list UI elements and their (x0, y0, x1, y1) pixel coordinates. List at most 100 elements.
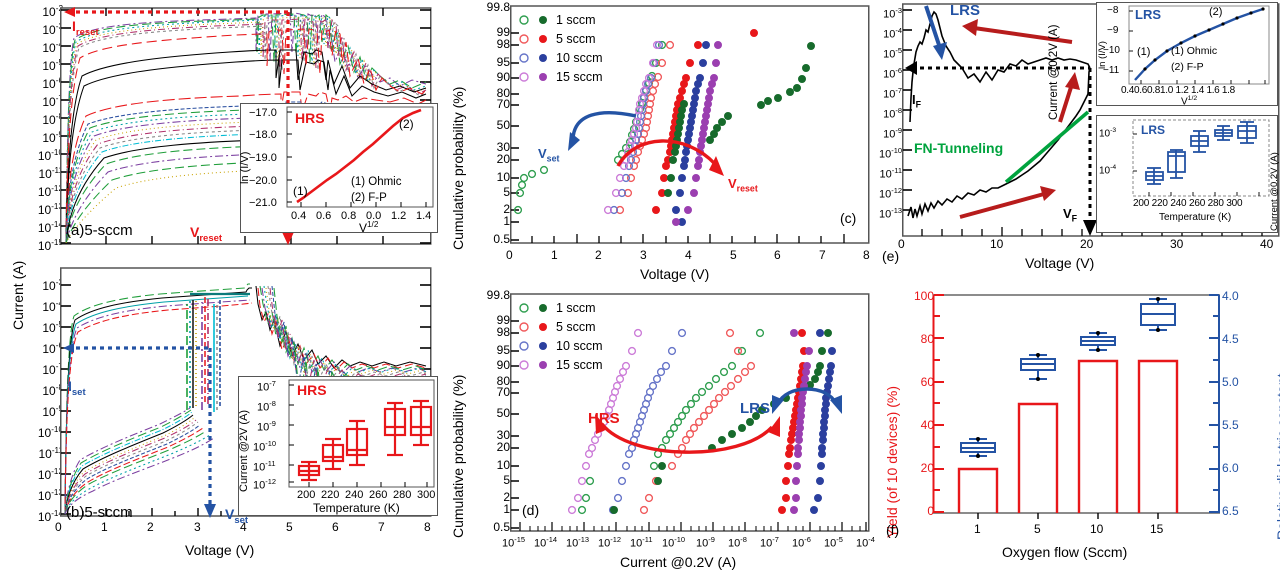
panel-a-inset-xlabel: V1/2 (359, 220, 379, 235)
panel-e-tag: (e) (882, 248, 900, 264)
panel-b-inset-title: HRS (297, 382, 327, 398)
panel-a-inset-plot (286, 106, 434, 208)
legend-label: 5 sccm (556, 319, 596, 334)
legend-label: 1 sccm (556, 12, 596, 27)
panel-c-vset-arrow (571, 111, 637, 140)
legend-label: 1 sccm (556, 300, 596, 315)
legend-label: 5 sccm (556, 31, 596, 46)
panel-e-inset-bottom: 10-3 10-4 LRS 200 220 240 260 280 300 Te… (1096, 115, 1280, 233)
legend-label: 10 sccm (556, 338, 603, 353)
panel-c-legend: 1 sccm 5 sccm 10 sccm 15 sccm (518, 10, 603, 86)
legend-item-15sccm: 15 sccm (518, 67, 603, 86)
panel-c: Cumulative probability (%) 99.8 99 98 95… (440, 0, 880, 282)
panel-a-inset-legend-2: (2) F-P (351, 192, 387, 204)
panel-e-red-arrow-mid (1058, 83, 1074, 123)
legend-label: 15 sccm (556, 357, 603, 372)
panel-b-inset-xlabel: Temperature (K) (313, 501, 400, 515)
panel-c-vset-label: Vset (538, 146, 560, 164)
panel-c-tag: (c) (840, 210, 857, 226)
panel-e-right-axis-label: Current @0.2V (A) (1048, 24, 1060, 120)
panel-e-if-marker (905, 61, 1090, 75)
panel-d-legend: 1 sccm 5 sccm 10 sccm 15 sccm (518, 298, 603, 374)
panel-a: Current (A) 10-2 10-3 10-4 10-5 10-6 10-… (0, 0, 440, 330)
panel-c-vreset-arrow (616, 139, 717, 167)
panel-e-inset-top-title: LRS (1135, 7, 1161, 22)
panel-f-tag: (f) (886, 522, 900, 538)
panel-e-lrs-label: LRS (950, 2, 980, 19)
panel-d-tag: (d) (522, 502, 540, 518)
panel-e: 10-3 10-4 10-5 10-6 10-7 10-8 10-9 10-10… (879, 0, 1280, 285)
panel-f: Yield (of 10 devices) (%) Relative diele… (880, 288, 1280, 573)
panel-e-vf-marker (1083, 68, 1097, 236)
panel-b-vset-label: Vset (225, 506, 249, 526)
panel-f-ytick-labels-left: 100 80 60 40 20 0 (913, 289, 934, 518)
panel-a-ireset-label: Ireset (72, 18, 99, 38)
panel-b-inset-plot (288, 379, 435, 488)
panel-e-inset-top-plot (1128, 5, 1270, 85)
panel-e-if-label: IF (912, 92, 922, 110)
panel-e-inset-bottom-xticks: 200 220 240 260 280 300 (1133, 198, 1243, 209)
panel-e-inset-top-ylabel: ln (I/V) (1097, 41, 1108, 69)
panel-a-inset-region1: (1) (293, 184, 308, 198)
panel-e-inset-top-legend-2: (2) F-P (1171, 61, 1204, 73)
panel-a-inset-title: HRS (295, 110, 325, 126)
panel-f-ytick-labels-right: 4.0 4.5 5.0 5.5 6.0 6.5 (1222, 289, 1239, 518)
panel-b: 10-3 10-4 10-5 10-6 10-7 10-8 10-9 10-10… (0, 248, 440, 573)
legend-item-5sccm: 5 sccm (518, 317, 603, 336)
panel-c-plot (510, 5, 870, 244)
panel-e-xlabel: Voltage (V) (1025, 255, 1095, 271)
panel-d-ytick-labels: 99.8 99 98 95 90 80 70 50 30 20 10 5 2 1… (486, 288, 510, 534)
panel-e-red-arrow-top (973, 26, 1073, 44)
panel-b-ytick-labels: 10-3 10-4 10-5 10-6 10-7 10-8 10-9 10-10… (37, 278, 63, 524)
panel-e-inset-bottom-title: LRS (1141, 123, 1165, 137)
panel-f-ylabel-right: Relative dielectric constant (1274, 373, 1280, 540)
panel-e-fn-label: FN-Tunneling (914, 140, 1004, 156)
panel-b-tag: (b)5-sccm (66, 504, 133, 521)
legend-item-1sccm: 1 sccm (518, 10, 603, 29)
panel-a-inset-legend-1: (1) Ohmic (351, 176, 402, 188)
panel-e-ytick-labels: 10-3 10-4 10-5 10-6 10-7 10-8 10-9 10-10… (878, 6, 902, 221)
panel-d: Cumulative probability (%) 99.8 99 98 95… (440, 288, 880, 573)
legend-label: 15 sccm (556, 69, 603, 84)
panel-e-vf-label: VF (1063, 206, 1078, 224)
panel-a-ireset-marker (64, 7, 288, 17)
panel-c-ytick-labels: 99.8 99 98 95 90 80 70 50 30 20 10 5 2 1… (486, 0, 510, 246)
panel-a-tag: (a)5-sccm (66, 222, 133, 239)
panel-f-bars (957, 359, 1179, 513)
legend-item-15sccm: 15 sccm (518, 355, 603, 374)
panel-b-vset-marker (204, 348, 216, 518)
legend-label: 10 sccm (556, 50, 603, 65)
panel-b-iset-label: Iset (68, 378, 86, 398)
panel-e-fn-fit (1004, 110, 1090, 184)
panel-f-xlabel: Oxygen flow (Sccm) (1002, 544, 1128, 560)
panel-e-inset-bottom-xlabel: Temperature (K) (1159, 212, 1232, 223)
panel-a-vreset-label: Vreset (190, 224, 223, 244)
panel-b-iset-marker (63, 343, 210, 353)
panel-b-inset: 10-7 10-8 10-9 10-10 10-11 10-12 200 220… (238, 376, 438, 516)
panel-c-vreset-label: Vreset (728, 176, 758, 194)
legend-item-5sccm: 5 sccm (518, 29, 603, 48)
panel-e-inset-top-region2: (2) (1209, 6, 1223, 18)
panel-e-inset-bottom-ylabel: Current @0.2V (A) (1269, 152, 1280, 231)
legend-item-10sccm: 10 sccm (518, 336, 603, 355)
panel-d-hrs-label: HRS (588, 410, 620, 427)
panel-e-inset-top-xlabel: V1/2 (1181, 95, 1198, 108)
panel-e-inset-top: −8 −9 −10 −11 ln (I/V) LRS (2) (1) (1) O… (1096, 2, 1278, 108)
panel-a-inset-region2: (2) (399, 117, 414, 131)
panel-d-lrs-label: LRS (740, 400, 770, 417)
legend-item-1sccm: 1 sccm (518, 298, 603, 317)
panel-e-inset-bottom-plot (1132, 119, 1270, 197)
panel-a-inset: −17.0 −18.0 −19.0 −20.0 −21.0 0.4 0.6 0.… (239, 103, 438, 235)
panel-b-xlabel: Voltage (V) (185, 542, 255, 558)
panel-d-xlabel: Current @0.2V (A) (620, 554, 737, 570)
panel-d-plot (510, 293, 870, 532)
panel-f-plot (932, 294, 1220, 519)
panel-e-inset-top-xticks: 0.40.60.81.0 1.2 1.4 1.6 1.8 (1121, 85, 1235, 96)
panel-c-xlabel: Voltage (V) (640, 266, 710, 282)
legend-item-10sccm: 10 sccm (518, 48, 603, 67)
panel-a-ytick-labels: 10-2 10-3 10-4 10-5 10-6 10-7 10-8 10-9 … (37, 4, 63, 253)
panel-e-inset-top-region1: (1) (1137, 46, 1151, 58)
panel-f-boxplots (960, 298, 1176, 457)
panel-e-inset-top-legend-1: (1) Ohmic (1171, 45, 1218, 57)
panel-b-inset-ylabel: Current @2V (A) (238, 409, 250, 492)
